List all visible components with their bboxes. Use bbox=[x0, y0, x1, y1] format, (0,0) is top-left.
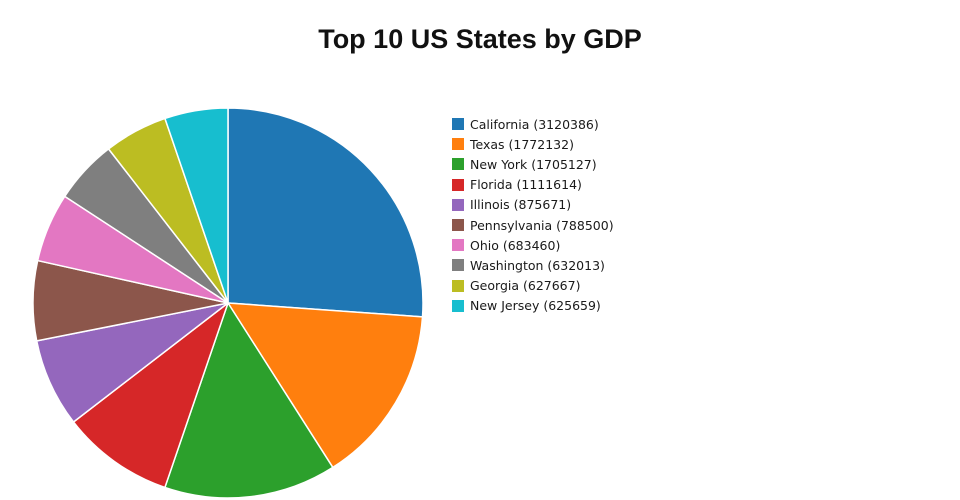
legend-item-california[interactable]: California (3120386) bbox=[452, 114, 614, 134]
legend-item-georgia[interactable]: Georgia (627667) bbox=[452, 276, 614, 296]
legend-item-pennsylvania[interactable]: Pennsylvania (788500) bbox=[452, 215, 614, 235]
legend-swatch-icon bbox=[452, 239, 464, 252]
legend-swatch-icon bbox=[452, 118, 464, 131]
legend: California (3120386) Texas (1772132) New Y… bbox=[452, 114, 614, 316]
legend-label: California (3120386) bbox=[470, 116, 599, 132]
pie-chart bbox=[32, 107, 424, 499]
legend-label: Georgia (627667) bbox=[470, 278, 581, 294]
legend-label: Ohio (683460) bbox=[470, 237, 561, 253]
legend-item-new-york[interactable]: New York (1705127) bbox=[452, 154, 614, 174]
legend-swatch-icon bbox=[452, 299, 464, 312]
legend-swatch-icon bbox=[452, 178, 464, 191]
legend-label: Washington (632013) bbox=[470, 257, 605, 273]
legend-label: New Jersey (625659) bbox=[470, 298, 601, 314]
legend-item-new-jersey[interactable]: New Jersey (625659) bbox=[452, 296, 614, 316]
pie-slice-new-york[interactable] bbox=[164, 302, 334, 499]
legend-label: Illinois (875671) bbox=[470, 197, 572, 213]
chart-title: Top 10 US States by GDP bbox=[318, 24, 642, 54]
legend-swatch-icon bbox=[452, 158, 464, 171]
legend-swatch-icon bbox=[452, 279, 464, 292]
legend-label: Pennsylvania (788500) bbox=[470, 217, 614, 233]
pie-slice-california[interactable] bbox=[227, 107, 424, 318]
pie-slice-new-jersey[interactable] bbox=[164, 107, 229, 304]
legend-item-illinois[interactable]: Illinois (875671) bbox=[452, 195, 614, 215]
legend-swatch-icon bbox=[452, 138, 464, 151]
legend-item-ohio[interactable]: Ohio (683460) bbox=[452, 235, 614, 255]
legend-label: Florida (1111614) bbox=[470, 177, 582, 193]
legend-label: New York (1705127) bbox=[470, 156, 597, 172]
pie-slice-texas[interactable] bbox=[227, 302, 424, 469]
legend-swatch-icon bbox=[452, 259, 464, 272]
legend-item-florida[interactable]: Florida (1111614) bbox=[452, 175, 614, 195]
legend-item-texas[interactable]: Texas (1772132) bbox=[452, 134, 614, 154]
legend-swatch-icon bbox=[452, 219, 464, 232]
legend-item-washington[interactable]: Washington (632013) bbox=[452, 255, 614, 275]
legend-swatch-icon bbox=[452, 198, 464, 211]
pie-slice-florida[interactable] bbox=[72, 302, 229, 489]
legend-label: Texas (1772132) bbox=[470, 136, 574, 152]
